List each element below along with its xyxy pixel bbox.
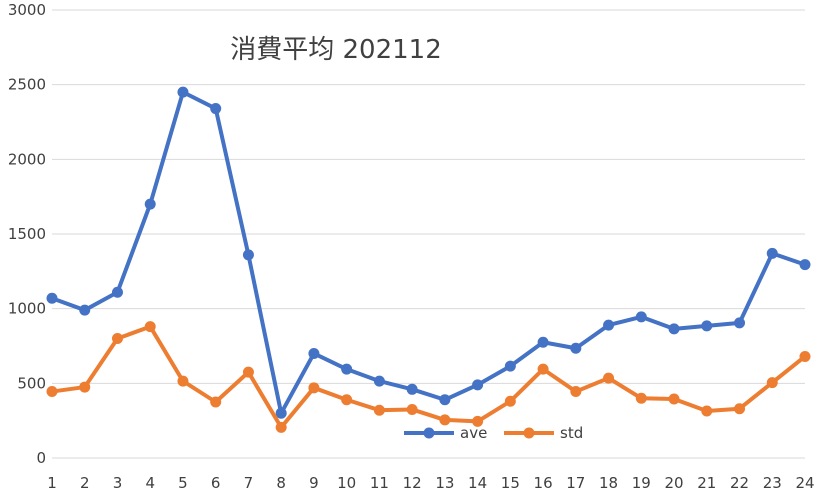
y-tick-label: 1500: [8, 225, 46, 243]
x-tick-label: 23: [763, 474, 782, 492]
data-point-std: [242, 366, 254, 378]
data-point-ave: [242, 249, 254, 261]
data-point-ave: [799, 259, 811, 271]
x-tick-label: 9: [309, 474, 319, 492]
data-point-std: [308, 382, 320, 394]
x-tick-label: 4: [145, 474, 155, 492]
data-point-ave: [734, 317, 746, 329]
data-point-ave: [341, 363, 353, 375]
data-point-std: [766, 377, 778, 389]
data-point-ave: [504, 360, 516, 372]
x-tick-label: 20: [664, 474, 683, 492]
y-tick-label: 2000: [8, 150, 46, 168]
data-point-ave: [439, 394, 451, 406]
series-line-ave: [50, 90, 807, 416]
legend-marker-std: [523, 427, 535, 439]
data-point-std: [373, 404, 385, 416]
data-point-std: [537, 363, 549, 375]
data-point-ave: [570, 342, 582, 354]
legend-label-std: std: [560, 424, 583, 442]
x-tick-label: 7: [244, 474, 254, 492]
grid: [52, 9, 805, 459]
series-layer: [46, 86, 811, 433]
y-tick-label: 2500: [8, 76, 46, 94]
x-tick-label: 10: [337, 474, 356, 492]
data-point-std: [668, 393, 680, 405]
x-tick-label: 17: [566, 474, 585, 492]
x-tick-label: 21: [697, 474, 716, 492]
y-tick-label: 500: [17, 374, 46, 392]
x-tick-label: 13: [435, 474, 454, 492]
data-point-ave: [406, 383, 418, 395]
data-point-std: [439, 414, 451, 426]
x-tick-label: 22: [730, 474, 749, 492]
x-tick-label: 5: [178, 474, 188, 492]
x-tick-label: 2: [80, 474, 90, 492]
data-point-ave: [177, 86, 189, 98]
data-point-ave: [308, 347, 320, 359]
legend: ave std: [404, 424, 583, 442]
data-point-std: [406, 403, 418, 415]
x-tick-label: 11: [370, 474, 389, 492]
series-line-std: [50, 324, 807, 430]
x-tick-label: 3: [113, 474, 123, 492]
data-point-ave: [111, 286, 123, 298]
chart-title: 消費平均 202112: [230, 35, 442, 65]
x-tick-label: 12: [403, 474, 422, 492]
data-point-std: [341, 394, 353, 406]
data-point-std: [144, 321, 156, 333]
x-tick-label: 16: [534, 474, 553, 492]
x-tick-label: 15: [501, 474, 520, 492]
data-point-ave: [701, 320, 713, 332]
data-point-std: [635, 392, 647, 404]
data-point-ave: [603, 319, 615, 331]
data-point-ave: [472, 379, 484, 391]
x-tick-label: 24: [795, 474, 814, 492]
x-tick-label: 14: [468, 474, 487, 492]
data-point-ave: [79, 304, 91, 316]
data-point-std: [177, 375, 189, 387]
legend-label-ave: ave: [460, 424, 487, 442]
data-point-std: [570, 386, 582, 398]
x-tick-label: 18: [599, 474, 618, 492]
data-point-ave: [46, 292, 58, 304]
data-point-ave: [766, 247, 778, 259]
y-tick-label: 3000: [8, 1, 46, 19]
data-point-ave: [275, 407, 287, 419]
x-axis: 1 2 3 4 5 6 7 8 9 10 11 12 13 14 15 16 17 18 19 20 21 22 23 24: [47, 474, 814, 492]
data-point-std: [504, 395, 516, 407]
data-point-std: [111, 333, 123, 345]
x-tick-label: 8: [276, 474, 286, 492]
data-point-ave: [144, 198, 156, 210]
data-point-std: [275, 421, 287, 433]
data-point-ave: [537, 336, 549, 348]
data-point-std: [210, 396, 222, 408]
x-tick-label: 1: [47, 474, 57, 492]
legend-marker-ave: [423, 427, 435, 439]
data-point-ave: [635, 311, 647, 323]
y-tick-label: 0: [36, 449, 46, 467]
data-point-std: [46, 386, 58, 398]
data-point-ave: [210, 103, 222, 115]
data-point-ave: [373, 375, 385, 387]
y-axis: 0 500 1000 1500 2000 2500 3000: [8, 1, 46, 467]
data-point-std: [472, 415, 484, 427]
data-point-std: [79, 381, 91, 393]
data-point-ave: [668, 323, 680, 335]
x-tick-label: 6: [211, 474, 221, 492]
x-tick-label: 19: [632, 474, 651, 492]
data-point-std: [701, 405, 713, 417]
data-point-std: [734, 403, 746, 415]
data-point-std: [799, 350, 811, 362]
data-point-std: [603, 372, 615, 384]
y-tick-label: 1000: [8, 300, 46, 318]
